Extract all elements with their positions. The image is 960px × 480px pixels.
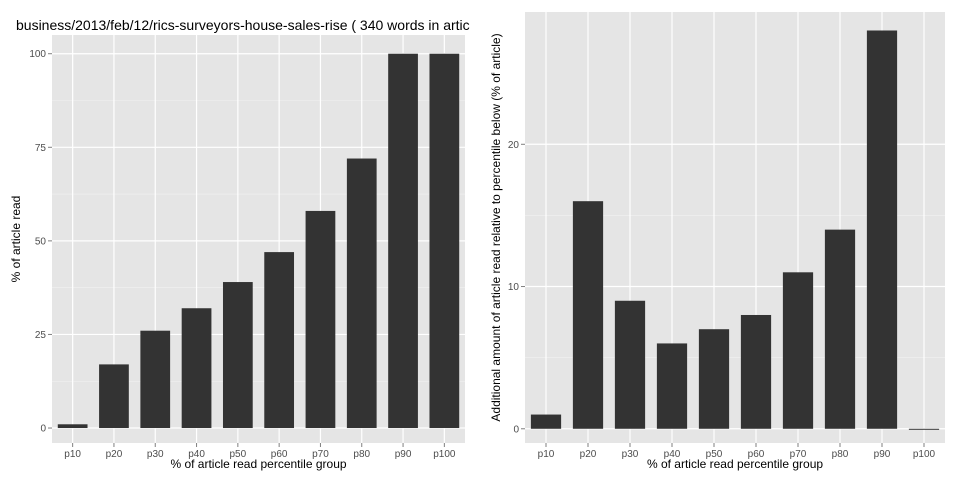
- y-axis-label: % of article read: [9, 196, 23, 283]
- y-axis-label: Additional amount of article read relati…: [489, 33, 503, 421]
- bars: [57, 53, 460, 429]
- chart-panel-right: 0 10 20 p10 p20 p30 p40 p50 p60 p70 p80 p90 p100 % …: [489, 12, 945, 471]
- bar-p10: [57, 424, 88, 429]
- x-tick-label: p50: [230, 449, 247, 460]
- x-tick-label: p40: [188, 449, 205, 460]
- bar-p60: [740, 314, 772, 429]
- bar-p20: [99, 364, 129, 429]
- y-tick-label: 20: [508, 140, 520, 151]
- bar-p50: [222, 282, 253, 429]
- bar-p30: [140, 330, 171, 429]
- y-tick-label: 75: [35, 143, 47, 154]
- bar-p100: [908, 428, 940, 430]
- x-tick-label: p40: [664, 449, 681, 460]
- x-tick-label: p60: [748, 449, 765, 460]
- bar-p40: [181, 308, 212, 429]
- x-tick-label: p10: [538, 449, 555, 460]
- x-tick-label: p90: [395, 449, 412, 460]
- x-ticks: p10 p20 p30 p40 p50 p60 p70 p80 p90 p100: [538, 443, 936, 460]
- bar-p10: [530, 414, 562, 429]
- bar-p50: [698, 329, 730, 429]
- x-axis-label: % of article read percentile group: [170, 457, 346, 471]
- y-ticks: 0 10 20: [508, 140, 525, 435]
- bar-p70: [305, 210, 336, 429]
- x-tick-label: p60: [271, 449, 288, 460]
- x-tick-label: p80: [832, 449, 849, 460]
- bar-p60: [264, 252, 295, 429]
- x-tick-label: p90: [874, 449, 891, 460]
- x-tick-label: p20: [106, 449, 123, 460]
- x-tick-label: p50: [706, 449, 723, 460]
- x-axis-label: % of article read percentile group: [647, 457, 823, 471]
- y-tick-label: 50: [35, 236, 47, 247]
- bar-p70: [782, 272, 814, 429]
- y-tick-label: 25: [35, 330, 47, 341]
- x-tick-label: p70: [312, 449, 329, 460]
- y-tick-label: 0: [40, 424, 46, 435]
- bar-p90: [388, 53, 418, 429]
- x-tick-label: p20: [580, 449, 597, 460]
- x-tick-label: p100: [913, 449, 936, 460]
- bar-p20: [572, 201, 604, 429]
- bar-p30: [614, 300, 646, 429]
- y-tick-label: 10: [508, 282, 520, 293]
- y-tick-label: 0: [513, 424, 519, 435]
- y-ticks: 0 25 50 75 100: [29, 49, 52, 435]
- chart-panel-left: business/2013/feb/12/rics-surveyors-hous…: [9, 17, 470, 471]
- bar-p90: [866, 30, 898, 429]
- bar-p80: [346, 158, 377, 429]
- x-tick-label: p10: [64, 449, 81, 460]
- bar-p40: [656, 343, 688, 429]
- chart-title: business/2013/feb/12/rics-surveyors-hous…: [16, 17, 470, 33]
- x-tick-label: p100: [433, 449, 456, 460]
- bar-p80: [824, 229, 856, 429]
- x-tick-label: p70: [790, 449, 807, 460]
- x-tick-label: p30: [147, 449, 164, 460]
- x-tick-label: p80: [353, 449, 370, 460]
- y-tick-label: 100: [29, 49, 46, 60]
- x-ticks: p10 p20 p30 p40 p50 p60 p70 p80 p90 p100: [64, 443, 456, 460]
- bars: [530, 30, 940, 430]
- x-tick-label: p30: [622, 449, 639, 460]
- bar-p100: [429, 53, 460, 429]
